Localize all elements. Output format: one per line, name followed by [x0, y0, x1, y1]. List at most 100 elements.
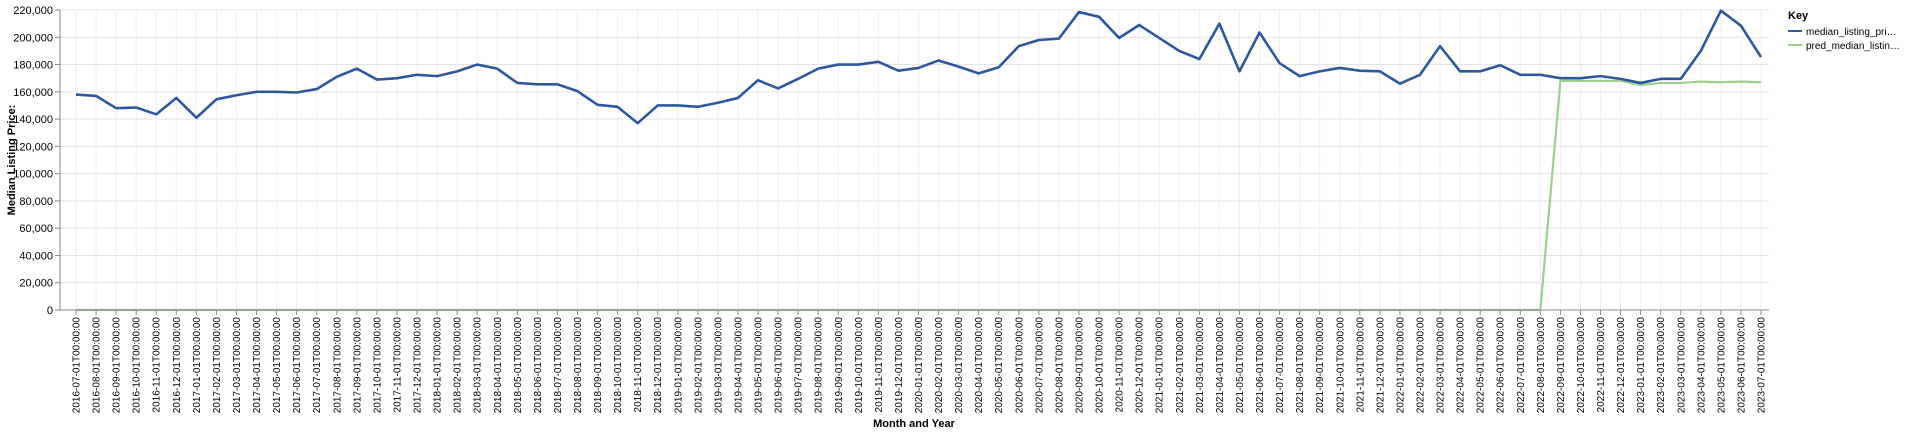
- x-tick-label: 2020-10-01T00:00:00: [1095, 317, 1106, 414]
- x-tick-label: 2021-04-01T00:00:00: [1215, 317, 1226, 414]
- x-tick-label: 2019-12-01T00:00:00: [894, 317, 905, 414]
- x-tick-label: 2021-11-01T00:00:00: [1355, 317, 1366, 413]
- x-tick-label: 2019-11-01T00:00:00: [874, 317, 885, 413]
- x-tick-label: 2021-07-01T00:00:00: [1275, 317, 1286, 414]
- y-tick-label: 100,000: [13, 169, 53, 181]
- x-tick-label: 2017-11-01T00:00:00: [392, 317, 403, 413]
- x-tick-label: 2018-07-01T00:00:00: [553, 317, 564, 414]
- x-tick-label: 2017-01-01T00:00:00: [192, 317, 203, 414]
- x-tick-label: 2020-05-01T00:00:00: [994, 317, 1005, 414]
- x-tick-label: 2017-10-01T00:00:00: [372, 317, 383, 414]
- x-tick-label: 2017-03-01T00:00:00: [232, 317, 243, 414]
- x-tick-label: 2017-06-01T00:00:00: [292, 317, 303, 414]
- x-tick-label: 2021-02-01T00:00:00: [1175, 317, 1186, 414]
- x-tick-label: 2017-02-01T00:00:00: [212, 317, 223, 414]
- x-tick-label: 2020-12-01T00:00:00: [1135, 317, 1146, 414]
- x-tick-label: 2016-11-01T00:00:00: [152, 317, 163, 413]
- x-tick-label: 2021-03-01T00:00:00: [1195, 317, 1206, 414]
- x-tick-label: 2023-03-01T00:00:00: [1676, 317, 1687, 414]
- y-tick-label: 120,000: [13, 141, 53, 153]
- x-axis: 2016-07-01T00:00:00 2016-08-01T00:00:00 20…: [72, 310, 1768, 413]
- x-tick-label: 2017-09-01T00:00:00: [352, 317, 363, 414]
- x-tick-label: 2018-12-01T00:00:00: [653, 317, 664, 414]
- x-tick-label: 2022-12-01T00:00:00: [1616, 317, 1627, 414]
- x-tick-label: 2022-04-01T00:00:00: [1456, 317, 1467, 414]
- x-tick-label: 2022-02-01T00:00:00: [1415, 317, 1426, 414]
- x-tick-label: 2018-10-01T00:00:00: [613, 317, 624, 414]
- x-tick-label: 2019-10-01T00:00:00: [854, 317, 865, 414]
- x-tick-label: 2019-02-01T00:00:00: [693, 317, 704, 414]
- x-tick-label: 2019-09-01T00:00:00: [834, 317, 845, 414]
- x-tick-label: 2023-04-01T00:00:00: [1696, 317, 1707, 414]
- y-axis: 0 20,000 40,000 60,000 80,000 100,000 120,000 1…: [13, 5, 60, 317]
- x-tick-label: 2022-03-01T00:00:00: [1436, 317, 1447, 414]
- x-tick-label: 2019-05-01T00:00:00: [754, 317, 765, 414]
- x-tick-label: 2016-12-01T00:00:00: [172, 317, 183, 414]
- x-tick-label: 2019-03-01T00:00:00: [713, 317, 724, 414]
- x-tick-label: 2018-01-01T00:00:00: [433, 317, 444, 414]
- x-tick-label: 2020-06-01T00:00:00: [1014, 317, 1025, 414]
- x-tick-label: 2019-08-01T00:00:00: [814, 317, 825, 414]
- x-tick-label: 2023-01-01T00:00:00: [1636, 317, 1647, 414]
- y-tick-label: 200,000: [13, 32, 53, 44]
- x-tick-label: 2018-04-01T00:00:00: [493, 317, 504, 414]
- x-tick-label: 2017-05-01T00:00:00: [272, 317, 283, 414]
- x-tick-label: 2022-06-01T00:00:00: [1496, 317, 1507, 414]
- x-tick-label: 2018-02-01T00:00:00: [453, 317, 464, 414]
- x-tick-label: 2020-01-01T00:00:00: [914, 317, 925, 414]
- x-tick-label: 2020-04-01T00:00:00: [974, 317, 985, 414]
- x-tick-label: 2021-12-01T00:00:00: [1375, 317, 1386, 414]
- x-tick-label: 2018-09-01T00:00:00: [593, 317, 604, 414]
- y-tick-label: 180,000: [13, 60, 53, 72]
- y-tick-label: 80,000: [19, 196, 53, 208]
- y-tick-label: 160,000: [13, 87, 53, 99]
- x-tick-label: 2018-11-01T00:00:00: [633, 317, 644, 413]
- x-tick-label: 2016-08-01T00:00:00: [92, 317, 103, 414]
- x-tick-label: 2021-09-01T00:00:00: [1315, 317, 1326, 414]
- x-axis-title: Month and Year: [873, 418, 955, 430]
- x-tick-label: 2022-08-01T00:00:00: [1536, 317, 1547, 414]
- x-tick-label: 2020-02-01T00:00:00: [934, 317, 945, 414]
- y-axis-title: Median Listing Price:: [6, 105, 18, 216]
- x-tick-label: 2023-02-01T00:00:00: [1656, 317, 1667, 414]
- x-tick-label: 2018-05-01T00:00:00: [513, 317, 524, 414]
- x-tick-label: 2022-01-01T00:00:00: [1395, 317, 1406, 414]
- legend-label-pred: pred_median_listin…: [1806, 41, 1900, 52]
- legend-title: Key: [1788, 10, 1809, 22]
- x-tick-label: 2021-10-01T00:00:00: [1335, 317, 1346, 414]
- x-tick-label: 2020-07-01T00:00:00: [1034, 317, 1045, 414]
- y-tick-label: 60,000: [19, 223, 53, 235]
- x-tick-label: 2021-08-01T00:00:00: [1295, 317, 1306, 414]
- x-tick-label: 2022-11-01T00:00:00: [1596, 317, 1607, 413]
- y-tick-label: 220,000: [13, 5, 53, 17]
- x-tick-label: 2023-07-01T00:00:00: [1757, 317, 1768, 414]
- x-tick-label: 2018-03-01T00:00:00: [473, 317, 484, 414]
- x-tick-label: 2023-06-01T00:00:00: [1736, 317, 1747, 414]
- x-tick-label: 2018-06-01T00:00:00: [533, 317, 544, 414]
- y-tick-label: 140,000: [13, 114, 53, 126]
- x-tick-label: 2017-07-01T00:00:00: [312, 317, 323, 414]
- grid-lines: [60, 9, 1769, 311]
- x-tick-label: 2016-07-01T00:00:00: [72, 317, 83, 414]
- x-tick-label: 2020-08-01T00:00:00: [1054, 317, 1065, 414]
- x-tick-label: 2023-05-01T00:00:00: [1716, 317, 1727, 414]
- series-line-median-listing-price: [75, 9, 1763, 125]
- x-tick-label: 2016-10-01T00:00:00: [132, 317, 143, 414]
- x-tick-label: 2017-04-01T00:00:00: [252, 317, 263, 414]
- x-tick-label: 2016-09-01T00:00:00: [112, 317, 123, 414]
- x-tick-label: 2022-05-01T00:00:00: [1476, 317, 1487, 414]
- x-tick-label: 2022-09-01T00:00:00: [1556, 317, 1567, 414]
- x-tick-label: 2021-05-01T00:00:00: [1235, 317, 1246, 414]
- x-tick-label: 2020-11-01T00:00:00: [1115, 317, 1126, 413]
- x-tick-label: 2021-06-01T00:00:00: [1255, 317, 1266, 414]
- legend-label-median: median_listing_pri…: [1806, 27, 1897, 38]
- x-tick-label: 2019-06-01T00:00:00: [774, 317, 785, 414]
- x-tick-label: 2022-10-01T00:00:00: [1576, 317, 1587, 414]
- y-tick-label: 40,000: [19, 250, 53, 262]
- x-tick-label: 2022-07-01T00:00:00: [1516, 317, 1527, 414]
- x-tick-label: 2019-07-01T00:00:00: [794, 317, 805, 414]
- x-tick-label: 2020-09-01T00:00:00: [1074, 317, 1085, 414]
- x-tick-label: 2020-03-01T00:00:00: [954, 317, 965, 414]
- legend: Key median_listing_pri… pred_median_list…: [1788, 10, 1900, 52]
